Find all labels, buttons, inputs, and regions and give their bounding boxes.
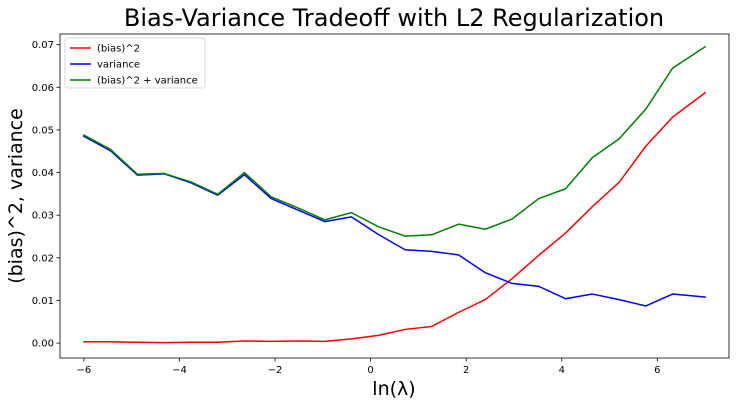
legend-label-2: (bias)^2 + variance xyxy=(97,76,198,87)
x-tick-label: 0 xyxy=(367,365,373,376)
x-tick-label: 6 xyxy=(654,365,660,376)
x-tick-label: −6 xyxy=(77,365,92,376)
y-tick-label: 0.03 xyxy=(32,211,54,222)
series-line-0 xyxy=(83,91,707,344)
legend: (bias)^2 variance (bias)^2 + variance xyxy=(64,37,206,89)
series-line-2 xyxy=(82,45,707,237)
plot-area: −6 −4 −2 0 2 4 6 0.00 0.01 0.02 0.03 0.04 0.05 0.06 0.… xyxy=(32,33,730,376)
x-tick-label: 2 xyxy=(463,365,469,376)
y-tick-label: 0.00 xyxy=(32,339,54,350)
y-axis-title: (bias)^2, variance xyxy=(5,108,27,284)
x-tick-label: −2 xyxy=(268,365,283,376)
y-tick-label: 0.04 xyxy=(32,168,54,179)
y-tick-label: 0.06 xyxy=(32,83,54,94)
y-tick-label: 0.02 xyxy=(32,253,54,264)
legend-label-1: variance xyxy=(97,60,140,71)
x-tick-label: 4 xyxy=(559,365,565,376)
x-tick-label: −4 xyxy=(172,365,187,376)
y-tick-label: 0.01 xyxy=(32,296,54,307)
y-tick-label: 0.07 xyxy=(32,40,54,51)
legend-frame xyxy=(64,37,206,89)
chart-title: Bias-Variance Tradeoff with L2 Regulariz… xyxy=(124,4,664,32)
y-tick-label: 0.05 xyxy=(32,125,54,136)
legend-label-0: (bias)^2 xyxy=(97,44,140,55)
axes-frame xyxy=(59,33,730,359)
x-axis-title: ln(λ) xyxy=(372,378,415,400)
